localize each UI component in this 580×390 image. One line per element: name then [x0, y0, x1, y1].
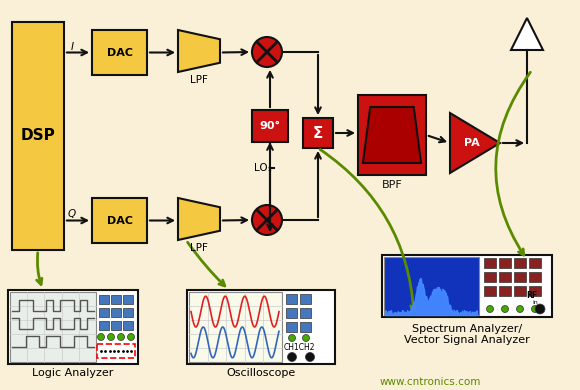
- Text: www.cntronics.com: www.cntronics.com: [379, 377, 481, 387]
- Bar: [187, 290, 335, 364]
- Text: in: in: [532, 301, 538, 305]
- Bar: [99, 295, 109, 304]
- Bar: [358, 95, 426, 175]
- Bar: [92, 30, 147, 75]
- Text: LPF: LPF: [190, 243, 208, 253]
- Bar: [499, 258, 511, 268]
- Bar: [514, 286, 526, 296]
- Bar: [10, 292, 96, 362]
- Circle shape: [535, 304, 545, 314]
- Text: Logic Analyzer: Logic Analyzer: [32, 368, 114, 378]
- Text: LO₁: LO₁: [254, 163, 272, 173]
- Text: Q: Q: [68, 209, 76, 220]
- Text: 90°: 90°: [259, 121, 281, 131]
- Bar: [99, 308, 109, 317]
- Polygon shape: [178, 30, 220, 72]
- Bar: [300, 322, 311, 332]
- Bar: [8, 290, 138, 364]
- Bar: [286, 308, 297, 318]
- Text: DAC: DAC: [107, 48, 132, 57]
- Text: LPF: LPF: [190, 75, 208, 85]
- Text: Oscilloscope: Oscilloscope: [226, 368, 296, 378]
- Circle shape: [531, 305, 538, 312]
- Bar: [111, 308, 121, 317]
- Circle shape: [288, 335, 295, 342]
- Circle shape: [288, 353, 296, 362]
- Bar: [384, 257, 479, 315]
- Bar: [529, 258, 541, 268]
- Polygon shape: [363, 107, 421, 163]
- Bar: [123, 321, 133, 330]
- Circle shape: [306, 353, 314, 362]
- Bar: [286, 294, 297, 304]
- Bar: [529, 286, 541, 296]
- Bar: [300, 308, 311, 318]
- Circle shape: [252, 37, 282, 67]
- Bar: [99, 321, 109, 330]
- Circle shape: [252, 205, 282, 235]
- Bar: [189, 292, 282, 362]
- Circle shape: [128, 333, 135, 340]
- Text: Σ: Σ: [313, 126, 323, 140]
- Circle shape: [303, 335, 310, 342]
- Bar: [303, 118, 333, 148]
- Circle shape: [517, 305, 524, 312]
- Bar: [286, 322, 297, 332]
- Text: CH1CH2: CH1CH2: [283, 344, 315, 353]
- Bar: [484, 258, 496, 268]
- Bar: [252, 110, 288, 142]
- Bar: [111, 321, 121, 330]
- Bar: [12, 22, 64, 250]
- Circle shape: [97, 333, 104, 340]
- Bar: [111, 295, 121, 304]
- Circle shape: [502, 305, 509, 312]
- Polygon shape: [450, 113, 500, 173]
- Text: I: I: [71, 41, 74, 51]
- Bar: [382, 255, 552, 317]
- Bar: [300, 294, 311, 304]
- Bar: [499, 272, 511, 282]
- Circle shape: [487, 305, 494, 312]
- Bar: [499, 286, 511, 296]
- Circle shape: [118, 333, 125, 340]
- Text: RF: RF: [527, 291, 538, 300]
- Text: PA: PA: [464, 138, 480, 148]
- Bar: [529, 272, 541, 282]
- Bar: [484, 272, 496, 282]
- Bar: [123, 295, 133, 304]
- Circle shape: [107, 333, 114, 340]
- Text: Vector Signal Analyzer: Vector Signal Analyzer: [404, 335, 530, 345]
- Bar: [514, 272, 526, 282]
- Polygon shape: [178, 198, 220, 240]
- Text: BPF: BPF: [382, 180, 403, 190]
- Bar: [514, 258, 526, 268]
- Bar: [484, 286, 496, 296]
- Polygon shape: [511, 18, 543, 50]
- Bar: [97, 344, 135, 358]
- Bar: [92, 198, 147, 243]
- Text: Spectrum Analyzer/: Spectrum Analyzer/: [412, 324, 522, 334]
- Text: DSP: DSP: [21, 128, 55, 144]
- Text: DAC: DAC: [107, 216, 132, 225]
- Bar: [123, 308, 133, 317]
